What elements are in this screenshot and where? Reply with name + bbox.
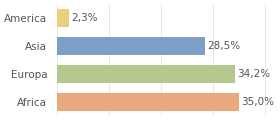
- Text: 2,3%: 2,3%: [71, 13, 98, 23]
- Bar: [57, 65, 235, 83]
- Text: 35,0%: 35,0%: [241, 97, 274, 107]
- Text: 34,2%: 34,2%: [237, 69, 270, 79]
- Bar: [57, 9, 69, 27]
- Bar: [57, 37, 206, 55]
- Text: 28,5%: 28,5%: [207, 41, 241, 51]
- Bar: [57, 93, 239, 111]
